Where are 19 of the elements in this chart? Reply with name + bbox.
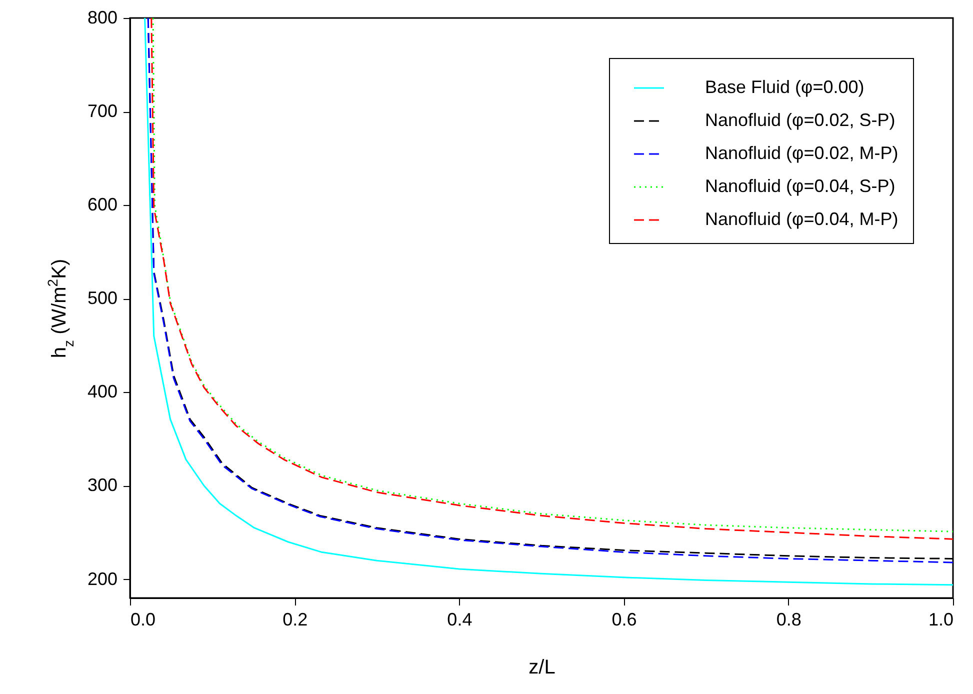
y-tick-label: 600	[87, 194, 118, 215]
legend-label: Nanofluid (φ=0.02, M-P)	[705, 143, 898, 163]
x-tick-label: 0.4	[447, 610, 472, 630]
x-tick-label: 0.0	[130, 610, 156, 630]
y-tick-label: 200	[87, 568, 118, 589]
x-tick-label: 0.2	[282, 610, 308, 630]
y-tick-label: 300	[87, 475, 118, 496]
x-tick-label: 1.0	[928, 610, 954, 630]
legend-label: Nanofluid (φ=0.04, S-P)	[705, 176, 896, 196]
legend-label: Nanofluid (φ=0.02, S-P)	[705, 110, 896, 130]
x-tick-label: 0.6	[612, 610, 637, 630]
y-tick-label: 400	[87, 382, 118, 402]
legend-label: Nanofluid (φ=0.04, M-P)	[705, 209, 898, 229]
y-tick-label: 800	[87, 8, 118, 28]
x-axis-title: z/L	[528, 656, 556, 678]
y-tick-label: 500	[87, 288, 118, 308]
y-tick-label: 700	[87, 101, 118, 122]
legend-label: Base Fluid (φ=0.00)	[705, 77, 864, 97]
x-tick-label: 0.8	[776, 610, 802, 630]
